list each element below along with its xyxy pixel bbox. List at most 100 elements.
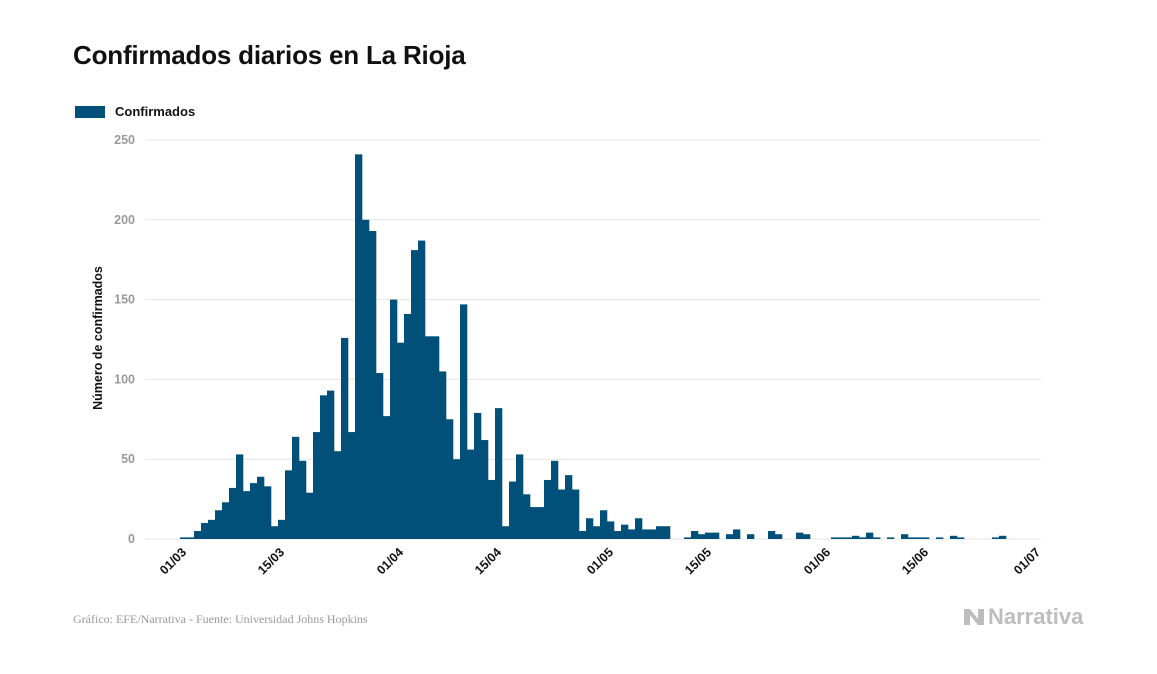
bar — [502, 526, 510, 539]
x-tick-label: 15/05 — [682, 545, 714, 577]
y-tick-label: 250 — [114, 133, 135, 147]
x-tick-label: 01/05 — [584, 545, 616, 577]
bar — [838, 537, 846, 539]
bar — [509, 481, 517, 539]
bar — [803, 534, 811, 539]
bar — [796, 532, 804, 539]
bar — [698, 534, 706, 539]
bar — [691, 531, 699, 539]
bar — [180, 537, 188, 539]
bar — [376, 373, 384, 539]
bar — [432, 336, 440, 539]
bar — [439, 371, 447, 539]
bar — [922, 537, 930, 539]
bar — [355, 154, 363, 540]
bar — [572, 489, 580, 539]
bar — [649, 529, 657, 539]
bars — [180, 154, 1007, 540]
y-axis-label: Número de confirmados — [91, 266, 105, 410]
bar — [558, 489, 566, 539]
bar — [523, 494, 531, 539]
bar — [404, 313, 412, 539]
y-tick-label: 200 — [114, 213, 135, 227]
bar — [628, 529, 636, 539]
bar — [607, 521, 615, 539]
y-tick-label: 0 — [128, 532, 135, 546]
bar — [250, 483, 258, 539]
bar — [299, 460, 307, 539]
bar — [348, 432, 356, 539]
bar — [257, 476, 265, 539]
bar — [866, 532, 874, 539]
bar — [852, 535, 860, 539]
bar — [278, 519, 286, 539]
bar — [712, 532, 720, 539]
bar — [327, 390, 335, 539]
bar — [579, 531, 587, 539]
x-axis-ticks: 01/03 15/03 01/04 15/04 01/05 15/05 01/06 15/06… — [157, 545, 1043, 577]
x-tick-label: 01/04 — [374, 545, 406, 577]
bar — [950, 535, 958, 539]
legend-label: Confirmados — [115, 104, 196, 119]
bar — [705, 532, 713, 539]
y-axis-ticks: 0 50 100 150 200 250 — [114, 133, 135, 546]
bar — [642, 529, 650, 539]
bar — [369, 230, 377, 539]
bar — [229, 487, 237, 539]
bar — [215, 510, 223, 539]
bar — [656, 526, 664, 539]
x-tick-label: 15/06 — [899, 545, 931, 577]
bar — [341, 337, 349, 539]
bar — [537, 507, 545, 539]
bar — [593, 526, 601, 539]
bar — [635, 518, 643, 539]
x-tick-label: 01/06 — [801, 545, 833, 577]
bar — [663, 526, 671, 539]
bar — [334, 451, 342, 539]
bar — [271, 526, 279, 539]
bar — [565, 475, 573, 539]
bar — [453, 459, 461, 539]
brand-name: Narrativa — [988, 604, 1084, 629]
bar — [488, 479, 496, 539]
bar — [859, 537, 867, 539]
bar — [201, 523, 209, 539]
bar — [292, 436, 300, 539]
chart-title: Confirmados diarios en La Rioja — [73, 40, 466, 70]
bar — [887, 537, 895, 539]
bar — [747, 534, 755, 539]
bar — [530, 507, 538, 539]
bar — [222, 502, 230, 539]
bar — [383, 416, 391, 539]
bar — [460, 304, 468, 539]
bar — [390, 299, 398, 539]
x-tick-label: 15/04 — [472, 545, 504, 577]
bar — [446, 419, 454, 539]
bar — [551, 460, 559, 539]
bar — [726, 534, 734, 539]
bar — [775, 534, 783, 539]
bar — [733, 529, 741, 539]
brand-logo: Narrativa — [963, 604, 1083, 630]
bar — [544, 479, 552, 539]
bar — [915, 537, 923, 539]
bar — [320, 395, 328, 539]
bar — [285, 470, 293, 539]
y-tick-label: 50 — [121, 452, 135, 466]
y-tick-label: 150 — [114, 293, 135, 307]
bar — [467, 449, 475, 539]
narrativa-logo-icon — [964, 609, 984, 625]
bar — [768, 531, 776, 539]
bar — [873, 537, 881, 539]
bar — [908, 537, 916, 539]
bar — [600, 510, 608, 539]
grid-lines — [145, 139, 1041, 540]
bar — [516, 454, 524, 539]
bar — [313, 432, 321, 539]
bar — [236, 454, 244, 539]
bar — [586, 518, 594, 539]
bar — [621, 524, 629, 539]
bar — [481, 440, 489, 539]
bar — [243, 491, 251, 539]
